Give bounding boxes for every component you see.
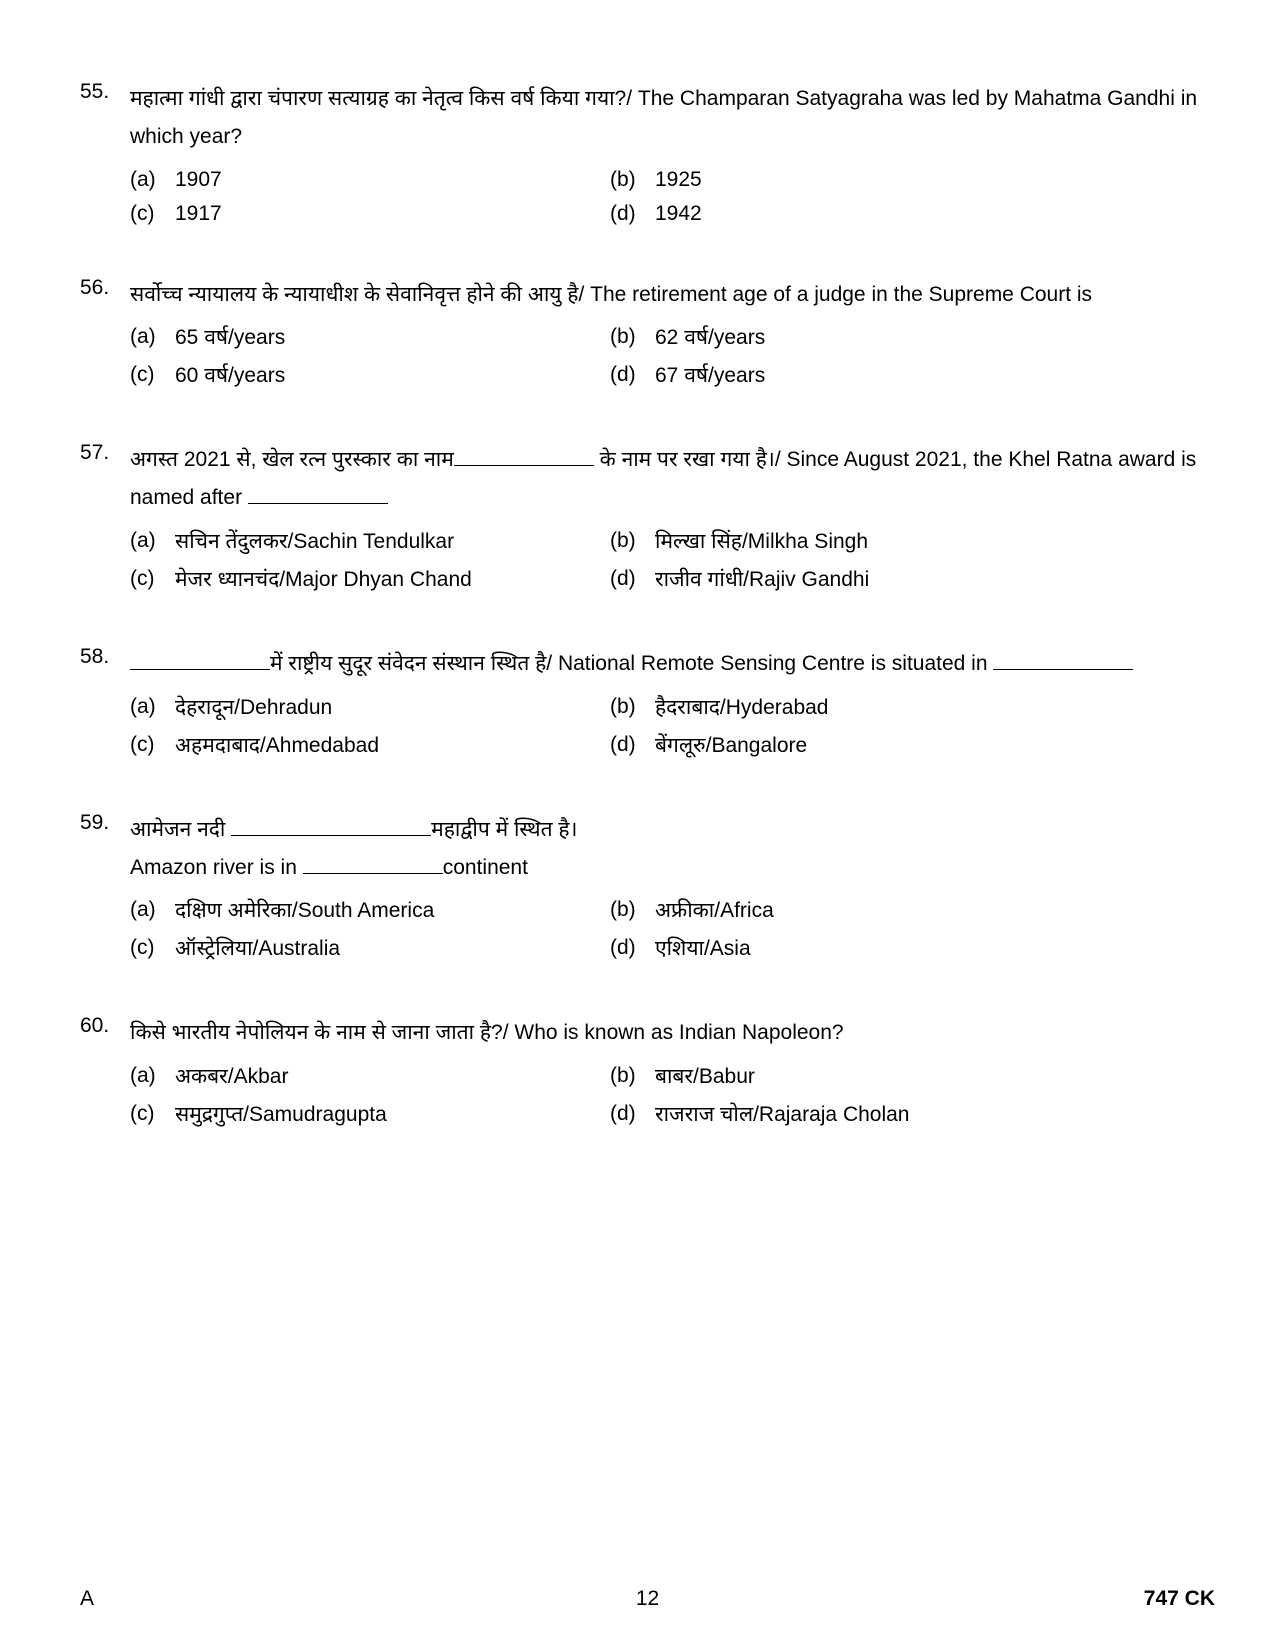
options-container: (a) अकबर/Akbar (b) बाबर/Babur (c) समुद्र… bbox=[130, 1064, 1215, 1130]
option-text: 65 वर्ष/years bbox=[175, 325, 610, 353]
options-container: (a) सचिन तेंदुलकर/Sachin Tendulkar (b) म… bbox=[130, 529, 1215, 595]
option-text: 1917 bbox=[175, 202, 610, 226]
option-text: 1907 bbox=[175, 168, 610, 192]
question-text-mid: में राष्ट्रीय सुदूर संवेदन संस्थान स्थित… bbox=[270, 652, 993, 675]
question-56: 56. सर्वोच्च न्यायालय के न्यायाधीश के से… bbox=[80, 276, 1215, 392]
option-text: अहमदाबाद/Ahmedabad bbox=[175, 733, 610, 761]
option-text: राजराज चोल/Rajaraja Cholan bbox=[655, 1102, 910, 1130]
blank-line bbox=[231, 815, 431, 836]
option-text: सचिन तेंदुलकर/Sachin Tendulkar bbox=[175, 529, 610, 557]
question-text: आमेजन नदी महाद्वीप में स्थित है। Amazon … bbox=[130, 811, 1215, 887]
option-text: अकबर/Akbar bbox=[175, 1064, 610, 1092]
option-text: एशिया/Asia bbox=[655, 936, 751, 964]
option-text: समुद्रगुप्त/Samudragupta bbox=[175, 1102, 610, 1130]
option-label: (d) bbox=[610, 936, 655, 964]
question-57: 57. अगस्त 2021 से, खेल रत्न पुरस्कार का … bbox=[80, 441, 1215, 595]
options-container: (a) 1907 (b) 1925 (c) 1917 (d) 1942 bbox=[130, 168, 1215, 226]
question-text: किसे भारतीय नेपोलियन के नाम से जाना जाता… bbox=[130, 1014, 1215, 1052]
option-text: ऑस्ट्रेलिया/Australia bbox=[175, 936, 610, 964]
option-label: (a) bbox=[130, 168, 175, 192]
option-label: (c) bbox=[130, 363, 175, 391]
footer-left: A bbox=[80, 1587, 94, 1611]
question-text: सर्वोच्च न्यायालय के न्यायाधीश के सेवानि… bbox=[130, 276, 1215, 314]
options-container: (a) देहरादून/Dehradun (b) हैदराबाद/Hyder… bbox=[130, 695, 1215, 761]
question-text: में राष्ट्रीय सुदूर संवेदन संस्थान स्थित… bbox=[130, 645, 1215, 683]
question-text-line2-pre: Amazon river is in bbox=[130, 856, 303, 879]
option-label: (d) bbox=[610, 733, 655, 761]
blank-line bbox=[993, 649, 1133, 670]
options-container: (a) दक्षिण अमेरिका/South America (b) अफ्… bbox=[130, 898, 1215, 964]
page-number: 12 bbox=[636, 1587, 659, 1611]
question-60: 60. किसे भारतीय नेपोलियन के नाम से जाना … bbox=[80, 1014, 1215, 1130]
option-text: 67 वर्ष/years bbox=[655, 363, 765, 391]
option-text: 1942 bbox=[655, 202, 702, 226]
question-text: महात्मा गांधी द्वारा चंपारण सत्याग्रह का… bbox=[130, 80, 1215, 156]
question-number: 56. bbox=[80, 276, 130, 300]
question-59: 59. आमेजन नदी महाद्वीप में स्थित है। Ama… bbox=[80, 811, 1215, 965]
question-text-pre: अगस्त 2021 से, खेल रत्न पुरस्कार का नाम bbox=[130, 448, 454, 471]
question-number: 57. bbox=[80, 441, 130, 465]
question-number: 55. bbox=[80, 80, 130, 104]
question-text-pre: आमेजन नदी bbox=[130, 818, 231, 841]
question-number: 58. bbox=[80, 645, 130, 669]
option-text: बाबर/Babur bbox=[655, 1064, 755, 1092]
option-text: बेंगलूरु/Bangalore bbox=[655, 733, 807, 761]
option-label: (d) bbox=[610, 363, 655, 391]
question-number: 59. bbox=[80, 811, 130, 835]
option-text: अफ्रीका/Africa bbox=[655, 898, 774, 926]
option-text: 1925 bbox=[655, 168, 702, 192]
option-text: हैदराबाद/Hyderabad bbox=[655, 695, 828, 723]
option-label: (c) bbox=[130, 936, 175, 964]
option-label: (d) bbox=[610, 202, 655, 226]
option-label: (a) bbox=[130, 325, 175, 353]
question-55: 55. महात्मा गांधी द्वारा चंपारण सत्याग्र… bbox=[80, 80, 1215, 226]
option-label: (a) bbox=[130, 529, 175, 557]
option-label: (b) bbox=[610, 898, 655, 926]
blank-line bbox=[130, 649, 270, 670]
blank-line bbox=[454, 445, 594, 466]
option-label: (b) bbox=[610, 168, 655, 192]
option-text: 62 वर्ष/years bbox=[655, 325, 765, 353]
option-text: देहरादून/Dehradun bbox=[175, 695, 610, 723]
question-text-line2-post: continent bbox=[443, 856, 528, 879]
question-58: 58. में राष्ट्रीय सुदूर संवेदन संस्थान स… bbox=[80, 645, 1215, 761]
question-text: अगस्त 2021 से, खेल रत्न पुरस्कार का नाम … bbox=[130, 441, 1215, 517]
option-label: (a) bbox=[130, 1064, 175, 1092]
footer-right: 747 CK bbox=[1144, 1587, 1215, 1611]
option-label: (a) bbox=[130, 898, 175, 926]
options-container: (a) 65 वर्ष/years (b) 62 वर्ष/years (c) … bbox=[130, 325, 1215, 391]
option-label: (c) bbox=[130, 1102, 175, 1130]
blank-line bbox=[248, 483, 388, 504]
blank-line bbox=[303, 853, 443, 874]
option-text: मिल्खा सिंह/Milkha Singh bbox=[655, 529, 868, 557]
option-text: राजीव गांधी/Rajiv Gandhi bbox=[655, 567, 869, 595]
question-text-mid: महाद्वीप में स्थित है। bbox=[431, 818, 577, 841]
option-text: दक्षिण अमेरिका/South America bbox=[175, 898, 610, 926]
option-text: मेजर ध्यानचंद/Major Dhyan Chand bbox=[175, 567, 610, 595]
option-text: 60 वर्ष/years bbox=[175, 363, 610, 391]
option-label: (a) bbox=[130, 695, 175, 723]
option-label: (b) bbox=[610, 1064, 655, 1092]
option-label: (c) bbox=[130, 733, 175, 761]
option-label: (d) bbox=[610, 567, 655, 595]
page-footer: A 12 747 CK bbox=[80, 1587, 1215, 1611]
question-number: 60. bbox=[80, 1014, 130, 1038]
option-label: (c) bbox=[130, 567, 175, 595]
option-label: (b) bbox=[610, 695, 655, 723]
option-label: (c) bbox=[130, 202, 175, 226]
option-label: (b) bbox=[610, 529, 655, 557]
option-label: (d) bbox=[610, 1102, 655, 1130]
option-label: (b) bbox=[610, 325, 655, 353]
